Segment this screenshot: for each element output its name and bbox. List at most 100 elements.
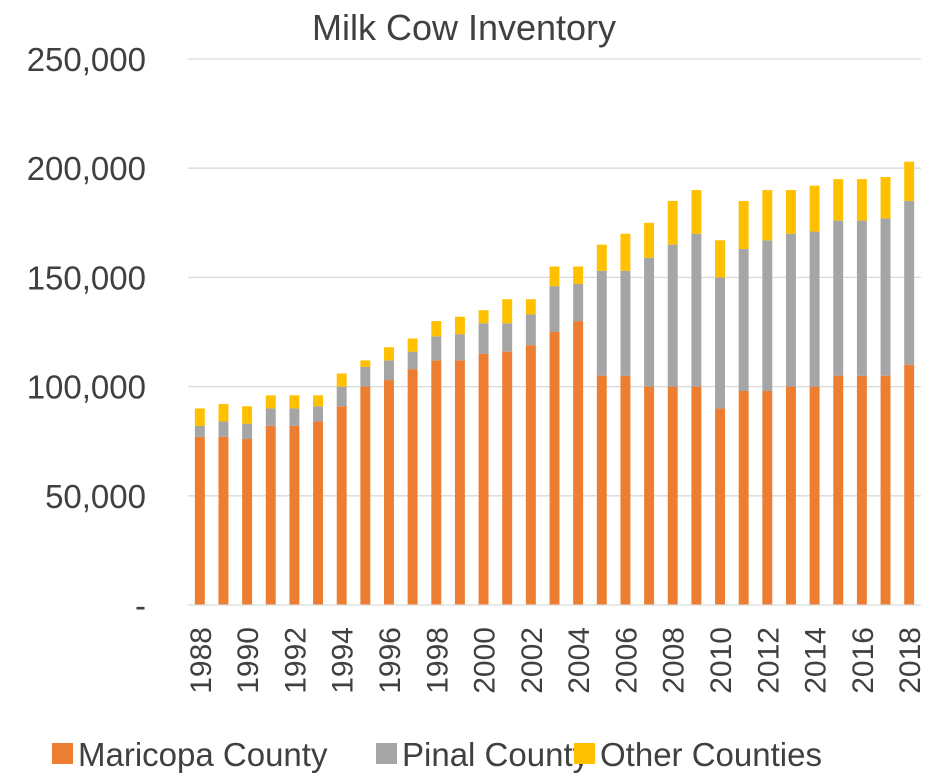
bar-segment-other-counties: [715, 240, 725, 278]
x-tick-label: 2004: [563, 627, 596, 694]
bar-segment-pinal-county: [549, 286, 560, 332]
bar-segment-pinal-county: [502, 323, 513, 352]
bar-segment-maricopa-county: [265, 425, 276, 605]
legend-swatch: [376, 743, 397, 764]
bar-segment-pinal-county: [573, 283, 584, 322]
x-tick-label: 1996: [374, 627, 407, 694]
bar-segment-maricopa-county: [218, 436, 229, 605]
bar-segment-other-counties: [289, 395, 300, 409]
bar-segment-other-counties: [336, 373, 347, 387]
bar-segment-other-counties: [691, 190, 702, 234]
bar-segment-maricopa-county: [856, 375, 867, 605]
bar-segment-other-counties: [549, 266, 560, 287]
bar-segment-pinal-county: [242, 423, 253, 440]
x-tick-label: 1988: [185, 627, 218, 694]
bar-segment-pinal-county: [478, 323, 489, 354]
chart-title: Milk Cow Inventory: [312, 7, 616, 48]
bar-segment-pinal-county: [431, 336, 442, 361]
bar-segment-maricopa-county: [242, 439, 253, 605]
bar-segment-pinal-county: [596, 270, 607, 376]
legend-swatch: [574, 743, 595, 764]
bar-segment-other-counties: [265, 395, 276, 409]
bar-segment-maricopa-county: [809, 386, 820, 605]
bar-segment-other-counties: [833, 179, 844, 221]
bar-segment-pinal-county: [407, 351, 418, 370]
x-tick-label: 2014: [800, 627, 833, 694]
legend-label: Pinal County: [402, 736, 590, 773]
bar-segment-pinal-county: [880, 218, 891, 376]
bar-segment-other-counties: [573, 266, 584, 284]
bar-segment-maricopa-county: [620, 375, 631, 605]
bar-segment-pinal-county: [313, 406, 324, 422]
bar-segment-pinal-county: [289, 408, 300, 426]
bar-segment-other-counties: [738, 200, 749, 250]
bar-segment-other-counties: [502, 299, 513, 324]
x-tick-label: 1994: [327, 627, 360, 694]
y-tick-label: 150,000: [27, 259, 146, 296]
bar-segment-other-counties: [809, 185, 820, 232]
bar-segment-pinal-county: [384, 360, 394, 381]
bar-segment-maricopa-county: [573, 321, 584, 605]
x-tick-label: 2018: [894, 627, 927, 694]
legend-label: Maricopa County: [78, 736, 328, 773]
y-tick-label: -: [135, 587, 146, 624]
bar-segment-maricopa-county: [525, 345, 536, 605]
x-tick-label: 2008: [658, 627, 691, 694]
bar-segment-pinal-county: [265, 408, 276, 426]
bar-segment-maricopa-county: [596, 375, 607, 605]
bar-segment-maricopa-county: [715, 408, 725, 605]
x-tick-label: 2016: [847, 627, 880, 694]
x-tick-label: 2010: [705, 627, 738, 694]
bar-segment-other-counties: [407, 338, 418, 352]
bar-segment-other-counties: [904, 161, 915, 201]
bar-segment-maricopa-county: [667, 386, 678, 605]
bar-segment-other-counties: [478, 310, 489, 324]
bar-segment-maricopa-county: [738, 390, 749, 605]
bar-segment-other-counties: [856, 179, 867, 221]
bar-segment-pinal-county: [715, 277, 725, 409]
bar-segment-maricopa-county: [833, 375, 844, 605]
bar-segment-other-counties: [762, 190, 773, 241]
bar-segment-maricopa-county: [194, 436, 205, 605]
bar-segment-pinal-county: [454, 334, 465, 361]
x-tick-label: 1990: [232, 627, 265, 694]
bar-segment-other-counties: [242, 406, 253, 424]
bar-segment-pinal-county: [525, 314, 536, 346]
y-tick-label: 50,000: [45, 478, 146, 515]
bar-segment-pinal-county: [691, 233, 702, 387]
legend-swatch: [52, 743, 73, 764]
x-tick-label: 2006: [610, 627, 643, 694]
bar-segment-other-counties: [785, 190, 796, 234]
bar-segment-maricopa-county: [431, 360, 442, 605]
bar-segment-maricopa-county: [691, 386, 702, 605]
bar-segment-other-counties: [644, 222, 655, 258]
bar-segment-pinal-county: [360, 366, 371, 387]
x-axis-ticks: 1988 1990 1992 1994 1996 1998 2000 2002 2004 2006…: [185, 627, 927, 694]
x-tick-label: 2000: [469, 627, 502, 694]
bar-segment-pinal-county: [856, 220, 867, 376]
bar-segment-maricopa-county: [289, 425, 300, 605]
y-tick-label: 250,000: [27, 41, 146, 78]
bar-segment-other-counties: [880, 176, 891, 219]
bar-segment-maricopa-county: [407, 369, 418, 605]
bar-segment-pinal-county: [620, 270, 631, 376]
bar-segment-pinal-county: [194, 425, 205, 437]
bar-segment-pinal-county: [667, 244, 678, 387]
bar-segment-other-counties: [596, 244, 607, 271]
bar-segment-pinal-county: [833, 220, 844, 376]
bar-segment-pinal-county: [762, 240, 773, 391]
bar-segment-other-counties: [218, 404, 229, 422]
bar-segment-other-counties: [194, 408, 205, 426]
bar-segment-maricopa-county: [360, 386, 371, 605]
bar-segment-pinal-county: [644, 257, 655, 387]
bar-segment-maricopa-county: [644, 386, 655, 605]
bar-segment-maricopa-county: [313, 421, 324, 605]
bar-segment-pinal-county: [738, 249, 749, 391]
legend: Maricopa County Pinal County Other Countie…: [52, 736, 822, 773]
bar-segment-maricopa-county: [762, 390, 773, 605]
bar-segment-other-counties: [454, 316, 465, 335]
bar-segment-pinal-county: [785, 233, 796, 387]
y-tick-label: 100,000: [27, 369, 146, 406]
bar-segment-maricopa-county: [336, 406, 347, 605]
